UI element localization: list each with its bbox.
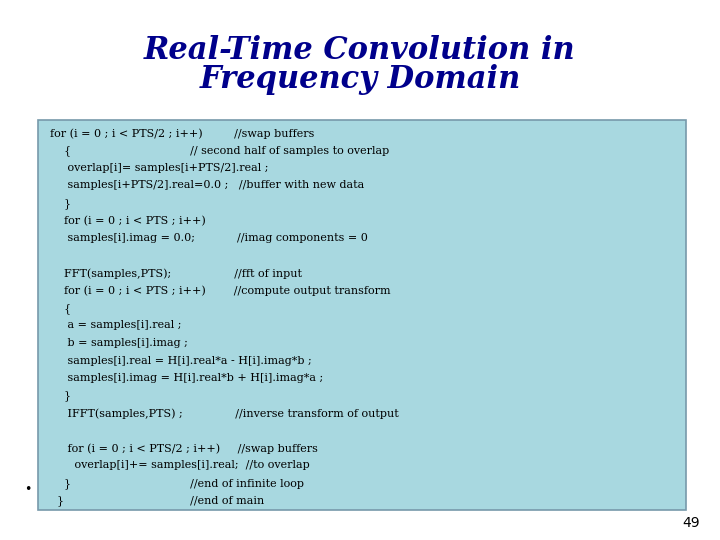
Text: overlap[i]+= samples[i].real;  //to overlap: overlap[i]+= samples[i].real; //to overl…: [50, 461, 310, 470]
Text: samples[i+PTS/2].real=0.0 ;   //buffer with new data: samples[i+PTS/2].real=0.0 ; //buffer wit…: [50, 180, 364, 191]
Text: }                                  //end of infinite loop: } //end of infinite loop: [50, 478, 304, 489]
Text: Real-Time Convolution in: Real-Time Convolution in: [144, 35, 576, 66]
Text: for (i = 0 ; i < PTS ; i++)        //compute output transform: for (i = 0 ; i < PTS ; i++) //compute ou…: [50, 286, 391, 296]
Text: •: •: [24, 483, 32, 496]
Text: }: }: [50, 390, 71, 401]
Text: IFFT(samples,PTS) ;               //inverse transform of output: IFFT(samples,PTS) ; //inverse transform …: [50, 408, 399, 418]
Text: overlap[i]= samples[i+PTS/2].real ;: overlap[i]= samples[i+PTS/2].real ;: [50, 163, 269, 173]
Text: for (i = 0 ; i < PTS ; i++): for (i = 0 ; i < PTS ; i++): [50, 215, 206, 226]
Text: }                                    //end of main: } //end of main: [50, 496, 264, 507]
Text: samples[i].imag = 0.0;            //imag components = 0: samples[i].imag = 0.0; //imag components…: [50, 233, 368, 243]
Text: FFT(samples,PTS);                  //fft of input: FFT(samples,PTS); //fft of input: [50, 268, 302, 279]
Text: samples[i].real = H[i].real*a - H[i].imag*b ;: samples[i].real = H[i].real*a - H[i].ima…: [50, 355, 312, 366]
Text: {                                  // second half of samples to overlap: { // second half of samples to overlap: [50, 145, 390, 156]
Text: for (i = 0 ; i < PTS/2 ; i++)         //swap buffers: for (i = 0 ; i < PTS/2 ; i++) //swap buf…: [50, 128, 315, 139]
Text: a = samples[i].real ;: a = samples[i].real ;: [50, 321, 181, 330]
Text: Frequency Domain: Frequency Domain: [199, 64, 521, 95]
Text: b = samples[i].imag ;: b = samples[i].imag ;: [50, 338, 188, 348]
Text: {: {: [50, 303, 71, 314]
FancyBboxPatch shape: [38, 120, 686, 510]
Text: }: }: [50, 198, 71, 209]
Text: samples[i].imag = H[i].real*b + H[i].imag*a ;: samples[i].imag = H[i].real*b + H[i].ima…: [50, 373, 323, 383]
Text: 49: 49: [683, 516, 700, 530]
Text: for (i = 0 ; i < PTS/2 ; i++)     //swap buffers: for (i = 0 ; i < PTS/2 ; i++) //swap buf…: [50, 443, 318, 454]
